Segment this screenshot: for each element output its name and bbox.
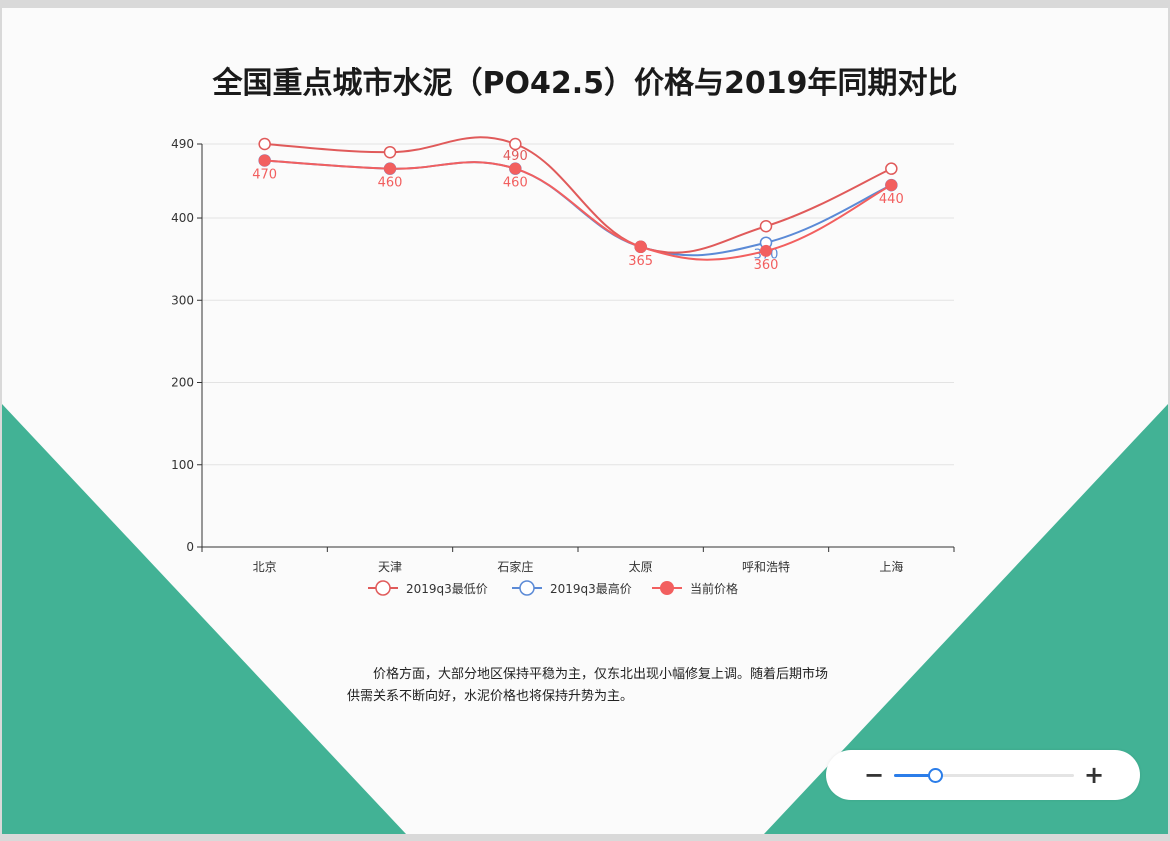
zoom-control: − + <box>826 750 1140 800</box>
data-label: 460 <box>378 176 403 191</box>
data-point <box>509 162 522 175</box>
right-green-triangle <box>764 404 1168 834</box>
legend-marker <box>375 580 391 596</box>
y-tick-label: 0 <box>186 540 194 554</box>
chart-title: 全国重点城市水泥（PO42.5）价格与2019年同期对比 <box>212 66 958 101</box>
series-line <box>264 136 892 254</box>
slide: 全国重点城市水泥（PO42.5）价格与2019年同期对比 0 100 200 300 4… <box>2 8 1168 834</box>
data-label: 470 <box>252 167 277 182</box>
x-tick-label: 太原 <box>629 559 653 574</box>
left-green-triangle <box>2 404 406 834</box>
x-tick-label: 北京 <box>253 560 277 574</box>
y-tick-label: 200 <box>171 376 194 390</box>
legend-label: 2019q3最高价 <box>550 581 632 596</box>
y-tick-label: 300 <box>171 293 194 307</box>
data-label: 460 <box>503 176 528 191</box>
data-label: 360 <box>754 258 779 273</box>
legend-label: 当前价格 <box>690 581 738 596</box>
y-tick-label: 100 <box>171 458 194 472</box>
legend-label: 2019q3最低价 <box>406 582 488 596</box>
data-point <box>258 154 271 167</box>
x-tick-label: 石家庄 <box>497 559 533 574</box>
data-point <box>760 244 772 257</box>
data-point <box>383 145 397 159</box>
data-label: 490 <box>503 149 528 164</box>
data-point <box>258 137 271 151</box>
data-label: 440 <box>879 192 904 207</box>
x-tick-label: 上海 <box>879 559 903 574</box>
zoom-slider-handle[interactable] <box>928 768 944 783</box>
data-point <box>885 179 898 192</box>
line-chart: 0100200300400490北京天津石家庄太原呼和浩特上海370490470… <box>171 136 955 596</box>
data-point <box>384 162 396 175</box>
data-label: 365 <box>628 254 653 269</box>
background-decoration <box>2 404 1168 834</box>
data-point <box>759 219 773 233</box>
zoom-out-button[interactable]: − <box>863 761 885 789</box>
data-point <box>885 162 898 175</box>
x-tick-label: 呼和浩特 <box>742 559 790 574</box>
legend-marker <box>660 581 674 595</box>
data-point <box>509 137 522 151</box>
zoom-slider-fill <box>894 774 936 777</box>
description-text: 价格方面，大部分地区保持平稳为主，仅东北出现小幅修复上调。随着后期市场供需关系不… <box>347 667 829 704</box>
x-tick-label: 天津 <box>378 560 402 574</box>
zoom-slider-track[interactable] <box>894 768 1074 783</box>
series-line <box>264 159 892 261</box>
data-point <box>634 240 647 253</box>
zoom-in-button[interactable]: + <box>1083 761 1105 789</box>
y-tick-label: 400 <box>171 211 194 225</box>
y-tick-label: 490 <box>171 137 194 151</box>
legend-marker <box>519 580 535 596</box>
